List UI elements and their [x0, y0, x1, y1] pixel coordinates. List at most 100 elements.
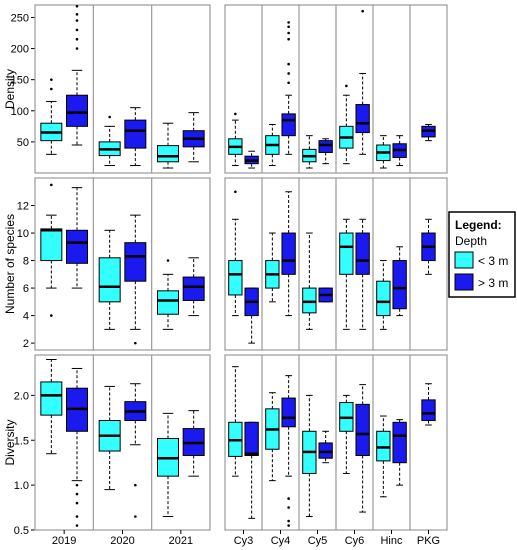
box-hinc-deep: [392, 246, 407, 317]
x-tick-label-2021: 2021: [169, 535, 193, 547]
panel-frame-left: [34, 4, 211, 174]
box-iqr: [318, 140, 333, 153]
chart-row-number-of-species: Number of species 2 4 6 8 10 12: [3, 177, 448, 351]
outlier-point: [75, 28, 79, 32]
legend-label-shallow: < 3 m: [478, 254, 508, 268]
outlier-point: [287, 62, 290, 66]
box-iqr: [98, 257, 121, 303]
y-tick-label: 2: [23, 338, 29, 350]
outlier-point: [134, 341, 137, 345]
panel-frame-left: [34, 177, 211, 351]
box-iqr: [281, 397, 296, 428]
outlier-point: [75, 515, 79, 518]
box-iqr: [355, 104, 370, 134]
box-iqr: [355, 232, 370, 275]
box-iqr: [376, 430, 391, 462]
outlier-point: [287, 37, 290, 41]
box-iqr: [124, 242, 147, 282]
outlier-point: [287, 524, 290, 527]
box-pkg-deep: [421, 123, 436, 142]
y-tick-label: 200: [11, 44, 29, 56]
box-hinc-shallow: [376, 415, 391, 498]
box-2019-shallow: [40, 78, 63, 155]
box-iqr: [355, 403, 370, 457]
box-cy4-deep: [281, 21, 296, 155]
box-2021-shallow: [157, 259, 179, 330]
box-2021-shallow: [157, 122, 179, 169]
outlier-point: [287, 72, 290, 75]
x-tick-label-cy6: Cy6: [345, 535, 365, 547]
outlier-point: [75, 501, 79, 505]
box-2019-deep: [66, 187, 88, 289]
box-2021-deep: [182, 257, 205, 317]
box-2019-shallow: [40, 183, 63, 317]
box-iqr: [157, 145, 179, 163]
y-tick-label: 50: [17, 137, 29, 149]
box-iqr: [244, 421, 259, 457]
outlier-point: [50, 78, 53, 81]
box-2019-deep: [66, 4, 88, 146]
y-axis-title: Density: [3, 69, 17, 109]
box-cy3-shallow: [228, 112, 243, 167]
outlier-point: [75, 47, 79, 50]
box-iqr: [40, 228, 63, 262]
box-iqr: [339, 232, 354, 275]
box-iqr: [228, 260, 243, 296]
box-2020-deep: [124, 214, 147, 345]
y-tick-label: 0.5: [14, 525, 29, 537]
box-cy3-deep: [244, 421, 259, 519]
box-iqr: [281, 232, 296, 275]
outlier-point: [287, 81, 290, 85]
outlier-point: [287, 21, 290, 24]
y-tick-label: 250: [11, 12, 29, 24]
box-cy5-deep: [318, 138, 333, 165]
y-tick-label: 150: [11, 75, 29, 87]
outlier-point: [75, 19, 79, 22]
box-iqr: [182, 276, 205, 301]
x-tick-label-pkg: PKG: [417, 535, 440, 547]
outlier-point: [345, 84, 348, 88]
y-tick-label: 10: [17, 228, 29, 240]
legend-swatch-shallow: [454, 251, 474, 269]
outlier-point: [50, 87, 53, 91]
box-2020-deep: [124, 107, 147, 167]
box-cy3-deep: [244, 287, 259, 344]
legend-label-deep: > 3 m: [478, 276, 508, 290]
x-tick-label-hinc: Hinc: [380, 535, 403, 547]
box-2021-shallow: [157, 412, 179, 518]
box-iqr: [421, 399, 436, 422]
box-cy4-shallow: [265, 392, 280, 482]
outlier-point: [108, 115, 111, 119]
box-cy5-shallow: [302, 232, 317, 330]
box-cy3-deep: [244, 150, 259, 169]
outlier-point: [75, 492, 79, 496]
outlier-point: [361, 9, 364, 13]
y-tick-label: 1.0: [14, 480, 29, 492]
box-pkg-deep: [421, 383, 436, 426]
outlier-point: [75, 4, 79, 8]
box-cy6-shallow: [339, 84, 354, 165]
outlier-point: [134, 515, 137, 518]
box-iqr: [157, 290, 179, 315]
box-pkg-deep: [421, 218, 436, 275]
box-cy5-deep: [318, 430, 333, 464]
outlier-point: [287, 519, 290, 523]
legend-swatch-deep: [454, 273, 474, 291]
y-tick-label: 12: [17, 201, 29, 213]
box-cy3-shallow: [228, 366, 243, 477]
box-cy6-deep: [355, 218, 370, 330]
chart-row-density: Density 50 100 150 200 250: [3, 4, 448, 174]
box-cy5-shallow: [302, 394, 317, 518]
box-2019-shallow: [40, 358, 63, 455]
box-cy4-deep: [281, 375, 296, 527]
legend-subtitle: Depth: [455, 234, 487, 248]
box-cy6-shallow: [339, 394, 354, 474]
legend: Legend: Depth < 3 m > 3 m: [448, 211, 516, 298]
outlier-point: [75, 37, 79, 41]
y-axis-title: Number of species: [3, 214, 17, 314]
outlier-point: [287, 25, 290, 29]
x-tick-label-cy5: Cy5: [308, 535, 328, 547]
box-iqr: [376, 280, 391, 317]
box-hinc-deep: [392, 419, 407, 486]
